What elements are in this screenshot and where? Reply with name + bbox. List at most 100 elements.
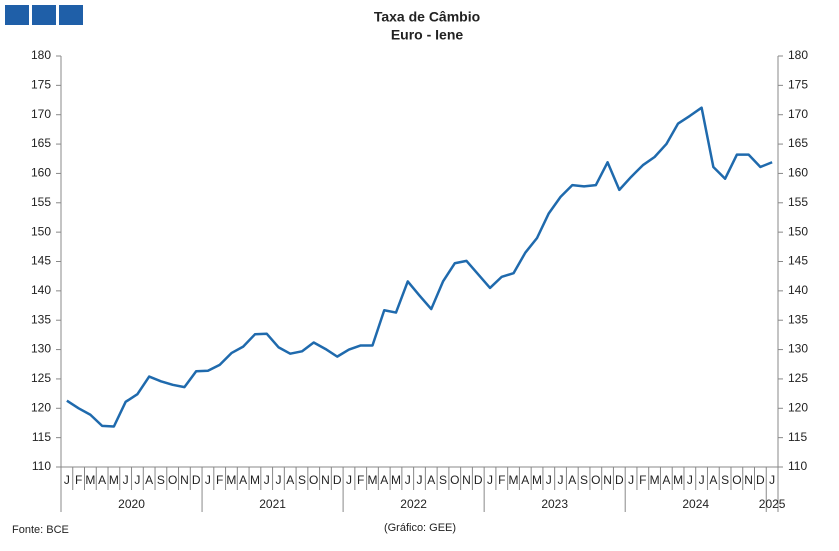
y-tick-label: 160 xyxy=(31,166,51,180)
x-tick-label: A xyxy=(145,473,153,487)
logo-block xyxy=(32,5,56,25)
x-tick-label: D xyxy=(756,473,765,487)
y-tick-label: 120 xyxy=(31,400,51,414)
x-tick-label: D xyxy=(474,473,483,487)
credit: (Gráfico: GEE) xyxy=(384,522,456,534)
x-tick-label: M xyxy=(226,473,236,487)
y2-tick-label: 155 xyxy=(788,195,808,209)
y2-tick-label: 125 xyxy=(788,371,808,385)
y2-tick-label: 160 xyxy=(788,166,808,180)
x-tick-label: M xyxy=(391,473,401,487)
y-tick-label: 170 xyxy=(31,107,51,121)
y2-tick-label: 175 xyxy=(788,78,808,92)
year-label: 2020 xyxy=(118,497,145,511)
y2-tick-label: 115 xyxy=(788,430,807,444)
y2-tick-label: 170 xyxy=(788,107,808,121)
x-tick-label: A xyxy=(427,473,435,487)
y-tick-label: 165 xyxy=(31,136,51,150)
chart-title: Taxa de Câmbio xyxy=(374,9,480,25)
x-tick-label: J xyxy=(205,473,211,487)
y2-tick-label: 165 xyxy=(788,136,808,150)
x-tick-label: A xyxy=(521,473,529,487)
x-tick-label: D xyxy=(333,473,342,487)
x-tick-label: N xyxy=(321,473,330,487)
y-tick-label: 155 xyxy=(31,195,51,209)
x-tick-label: J xyxy=(123,473,129,487)
year-label: 2025 xyxy=(759,497,786,511)
y2-tick-label: 180 xyxy=(788,48,808,62)
series-line xyxy=(66,106,773,428)
logo-block xyxy=(5,5,29,25)
x-tick-label: N xyxy=(603,473,612,487)
x-tick-label: S xyxy=(157,473,165,487)
x-tick-label: M xyxy=(250,473,260,487)
x-tick-label: F xyxy=(639,473,646,487)
year-label: 2023 xyxy=(541,497,568,511)
x-tick-label: J xyxy=(64,473,70,487)
x-tick-label: F xyxy=(498,473,505,487)
y2-tick-label: 145 xyxy=(788,254,808,268)
x-tick-label: J xyxy=(699,473,705,487)
x-tick-label: J xyxy=(405,473,411,487)
y-tick-label: 145 xyxy=(31,254,51,268)
year-label: 2024 xyxy=(682,497,709,511)
x-tick-label: N xyxy=(462,473,471,487)
x-tick-label: F xyxy=(75,473,82,487)
chart-subtitle: Euro - Iene xyxy=(391,27,464,43)
x-tick-label: O xyxy=(450,473,459,487)
y-tick-label: 115 xyxy=(32,430,51,444)
x-tick-label: N xyxy=(180,473,189,487)
x-tick-label: J xyxy=(769,473,775,487)
x-tick-label: S xyxy=(298,473,306,487)
x-tick-label: A xyxy=(568,473,576,487)
x-tick-label: M xyxy=(109,473,119,487)
y-tick-label: 125 xyxy=(31,371,51,385)
y2-tick-label: 110 xyxy=(788,459,807,473)
y-tick-label: 140 xyxy=(31,283,51,297)
x-tick-label: O xyxy=(732,473,741,487)
y-tick-label: 180 xyxy=(31,48,51,62)
y-tick-label: 175 xyxy=(31,78,51,92)
y2-tick-label: 135 xyxy=(788,312,808,326)
x-tick-label: M xyxy=(650,473,660,487)
x-tick-label: S xyxy=(439,473,447,487)
x-tick-label: M xyxy=(509,473,519,487)
x-tick-label: J xyxy=(546,473,552,487)
x-tick-label: J xyxy=(487,473,493,487)
x-tick-label: D xyxy=(615,473,624,487)
x-tick-label: F xyxy=(216,473,223,487)
y2-tick-label: 130 xyxy=(788,342,808,356)
x-tick-label: J xyxy=(628,473,634,487)
x-tick-label: J xyxy=(346,473,352,487)
x-tick-label: J xyxy=(417,473,423,487)
year-label: 2022 xyxy=(400,497,427,511)
x-tick-label: N xyxy=(744,473,753,487)
x-tick-label: M xyxy=(367,473,377,487)
x-tick-label: F xyxy=(357,473,364,487)
x-tick-label: J xyxy=(275,473,281,487)
y-tick-label: 130 xyxy=(31,342,51,356)
x-tick-label: J xyxy=(687,473,693,487)
x-tick-label: A xyxy=(709,473,717,487)
y2-tick-label: 150 xyxy=(788,224,808,238)
x-tick-label: J xyxy=(558,473,564,487)
x-tick-label: A xyxy=(380,473,388,487)
y-tick-label: 135 xyxy=(31,312,51,326)
x-tick-label: A xyxy=(286,473,294,487)
year-label: 2021 xyxy=(259,497,286,511)
x-tick-label: O xyxy=(309,473,318,487)
x-tick-label: A xyxy=(662,473,670,487)
x-tick-label: S xyxy=(580,473,588,487)
x-tick-label: A xyxy=(98,473,106,487)
x-tick-label: O xyxy=(591,473,600,487)
logo-block xyxy=(59,5,83,25)
x-tick-label: M xyxy=(85,473,95,487)
y-tick-label: 110 xyxy=(32,459,51,473)
source: Fonte: BCE xyxy=(12,524,69,536)
x-tick-label: S xyxy=(721,473,729,487)
x-tick-label: M xyxy=(532,473,542,487)
x-tick-label: O xyxy=(168,473,177,487)
x-tick-label: J xyxy=(134,473,140,487)
x-tick-label: J xyxy=(264,473,270,487)
